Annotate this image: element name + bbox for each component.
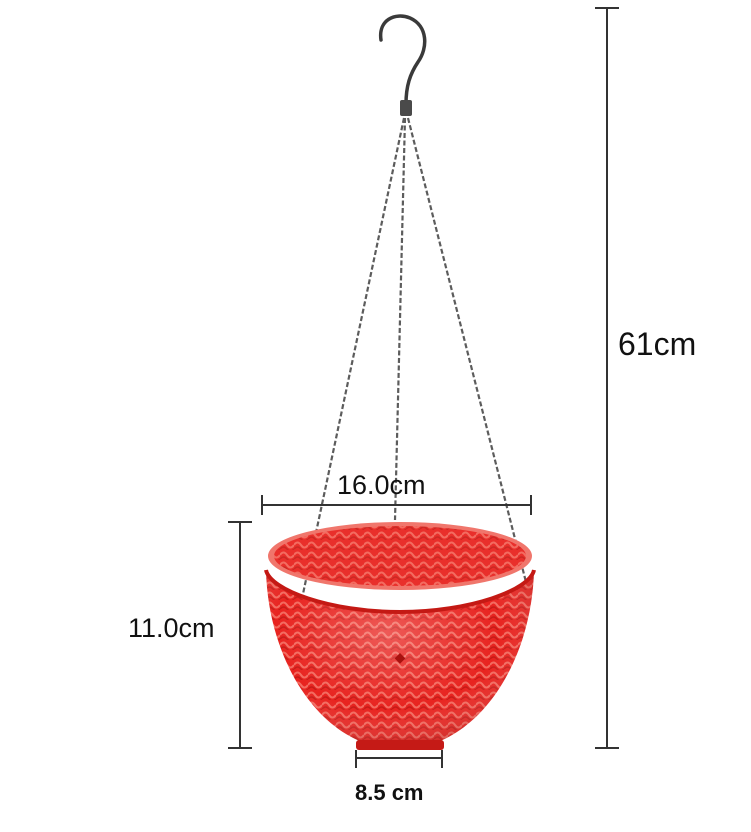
top-diameter-label: 16.0cm [337, 470, 426, 500]
dimension-basket-height [228, 521, 252, 749]
chain-center [393, 117, 407, 521]
basket-height-label: 11.0cm [128, 613, 215, 643]
hook-icon [379, 14, 427, 116]
chain-set [298, 117, 530, 609]
dimension-total-height [595, 7, 619, 749]
chain-left [298, 117, 406, 609]
base-diameter-label: 8.5 cm [355, 780, 424, 805]
dimension-base-diameter [355, 750, 443, 768]
svg-text:◆: ◆ [395, 649, 406, 665]
chain-right [406, 117, 530, 591]
hanging-basket-icon: ◆ [264, 522, 536, 750]
total-height-label: 61cm [618, 326, 697, 362]
dimension-top-diameter [261, 495, 532, 515]
